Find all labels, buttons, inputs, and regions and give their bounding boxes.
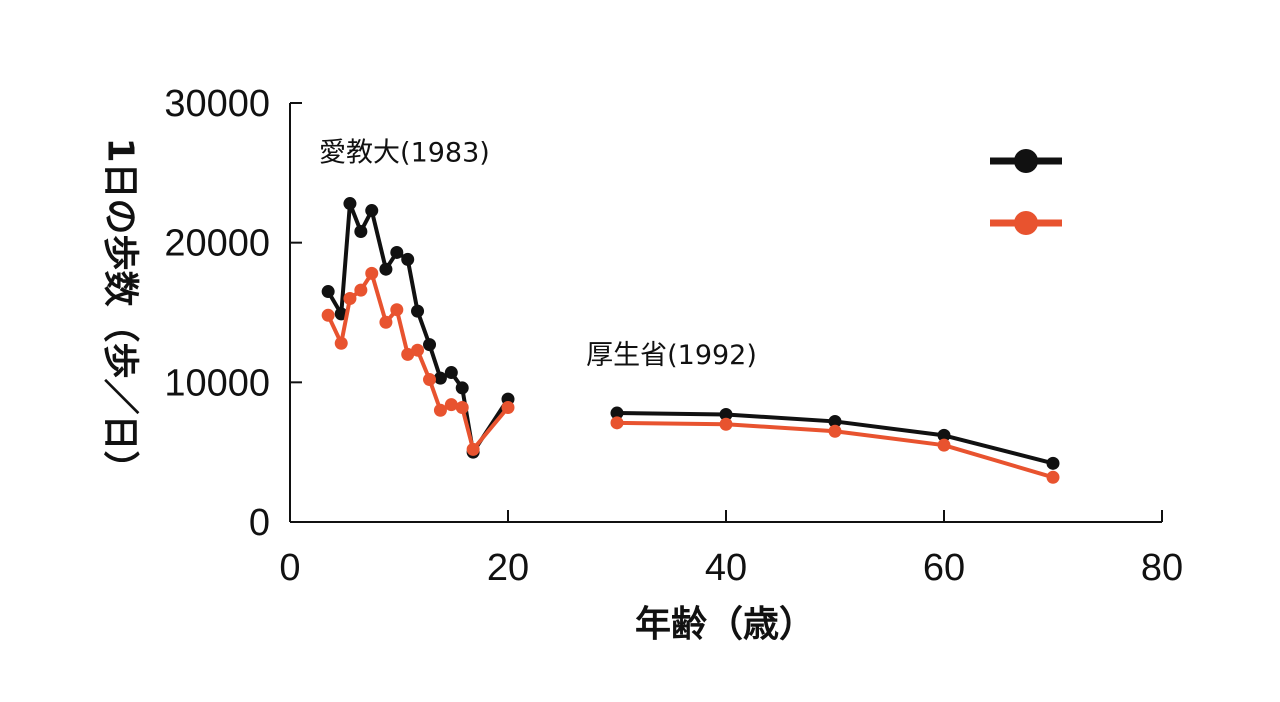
series-1-point: [423, 338, 437, 352]
series-2-point: [379, 315, 393, 329]
annotation-koseisho: 厚生省(1992): [586, 340, 757, 371]
series-1-point: [390, 245, 404, 259]
series-2-point: [354, 283, 368, 297]
legend-marker-series-2: [1014, 211, 1038, 235]
y-tick-label: 0: [249, 502, 270, 544]
x-tick-label: 80: [1141, 547, 1183, 589]
series-2-point: [334, 336, 348, 350]
series-1-point: [343, 197, 357, 211]
series-1-point: [610, 406, 624, 420]
series-1-point: [401, 252, 415, 266]
series-1-point: [455, 381, 469, 395]
x-tick-label: 60: [923, 547, 965, 589]
series-1-point: [719, 407, 733, 421]
series-2-point: [444, 398, 458, 412]
series-1-point: [411, 304, 425, 318]
series-1-point: [444, 366, 458, 380]
series-1-point: [321, 285, 335, 299]
series-1-point: [937, 428, 951, 442]
series-2-point: [610, 416, 624, 430]
series-2-point: [466, 442, 480, 456]
series: [321, 197, 1060, 484]
series-1-point: [365, 204, 379, 218]
series-1-point: [433, 371, 447, 385]
series-2-point: [365, 266, 379, 280]
y-tick-label: 10000: [164, 362, 270, 404]
x-tick-label: 0: [279, 547, 300, 589]
series-1-point: [1046, 456, 1060, 470]
ticks: [290, 102, 1163, 523]
y-axis-title: 1日の歩数（歩／日）: [100, 137, 141, 486]
legend-marker-series-1: [1014, 149, 1038, 173]
series-2-point: [828, 424, 842, 438]
series-1-point: [828, 414, 842, 428]
tick-labels: 0 20 40 60 80 0 10000 20000 30000: [164, 83, 1183, 589]
series-2-point: [1046, 470, 1060, 484]
legend: [990, 149, 1062, 235]
annotations: 愛教大(1983) 厚生省(1992): [319, 138, 757, 372]
x-axis-title: 年齢（歳）: [635, 604, 815, 645]
series-2-point: [401, 347, 415, 361]
series-2-point: [433, 403, 447, 417]
series-2-point: [411, 343, 425, 357]
series-1-line-segment-1: [326, 201, 510, 455]
series-2-point: [719, 417, 733, 431]
y-tick-label: 30000: [164, 83, 270, 125]
series-1-point: [354, 224, 368, 238]
annotation-aikyodai: 愛教大(1983): [319, 138, 490, 169]
x-tick-label: 20: [487, 547, 529, 589]
series-2-point: [501, 400, 515, 414]
series-2-point: [321, 308, 335, 322]
series-1-point: [379, 262, 393, 276]
series-2-point: [937, 438, 951, 452]
series-2-point: [455, 400, 469, 414]
x-tick-label: 40: [705, 547, 747, 589]
y-tick-label: 20000: [164, 223, 270, 265]
series-2-point: [423, 373, 437, 387]
series-2-point: [390, 303, 404, 317]
series-2-point: [343, 292, 357, 306]
